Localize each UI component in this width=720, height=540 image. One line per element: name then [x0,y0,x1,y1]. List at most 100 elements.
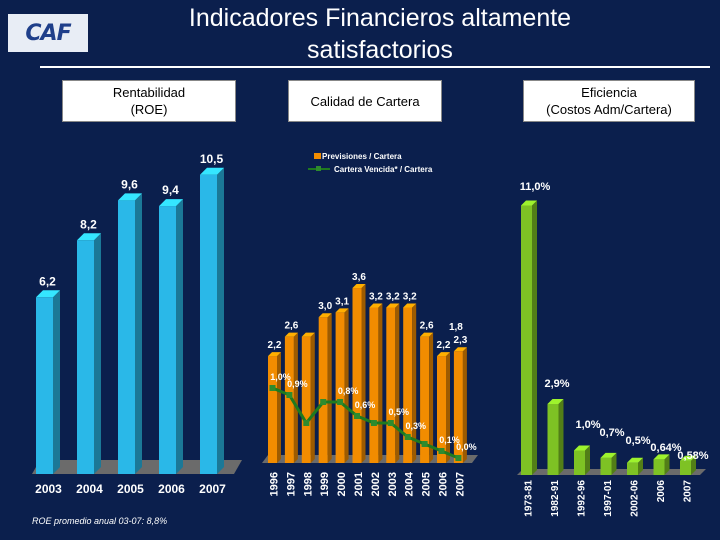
eficiencia-x-tick-2007: 2007 [683,480,694,503]
cartera-bar-1998-top [301,332,315,337]
caf-logo: CAF [8,14,88,52]
eficiencia-label-line-2: (Costos Adm/Cartera) [546,102,672,117]
cartera-bar-1998-side [310,332,315,463]
title-divider [40,66,710,68]
roe-x-tick-2004: 2004 [76,482,103,496]
cartera-x-tick-2001: 2001 [353,472,365,496]
eficiencia-bar-1973-81-side [532,200,537,475]
roe-bar-2003-side [53,290,60,474]
cartera-bar-1999-top [318,313,332,318]
cartera-line-point-2003 [387,420,394,426]
cartera-line-point-2001 [354,413,360,419]
cartera-bar-1997-side [293,332,298,463]
eficiencia-x-tick-1992-96: 1992-96 [577,480,588,517]
cartera-bar-2003-side [395,303,400,463]
cartera-extra-label: 1,8 [449,322,463,333]
eficiencia-x-tick-1973-81: 1973-81 [524,480,535,517]
cartera-bar-1997 [284,336,294,463]
legend-swatch-previsiones [314,153,321,159]
eficiencia-bar-2006-side [664,454,670,475]
cartera-x-tick-2000: 2000 [336,472,348,496]
roe-value-label-2006: 9,4 [162,183,179,197]
roe-value-label-2004: 8,2 [80,217,97,231]
roe-bar-2007 [200,174,217,474]
roe-value-label-2005: 9,6 [121,177,138,191]
legend-label-vencida: Cartera Vencida* / Cartera [334,165,433,174]
cartera-bar-label-2002: 3,2 [369,291,383,302]
eficiencia-x-tick-2002-06: 2002-06 [630,480,641,517]
eficiencia-bar-2007-side [691,455,696,475]
cartera-bar-1996-top [268,352,281,357]
roe-value-label-2007: 10,5 [200,152,224,166]
cartera-bar-2003 [386,307,396,463]
cartera-line-point-2002 [370,420,377,426]
eficiencia-bar-2002-06-top [627,457,643,463]
roe-label-box: Rentabilidad (ROE) [62,80,236,122]
eficiencia-value-label-2006: 0,64% [650,442,681,454]
eficiencia-bar-2006-top [653,454,670,460]
legend-label-previsiones: Previsiones / Cartera [322,152,402,161]
cartera-bar-2001-top [352,284,366,289]
cartera-bar-1999 [318,317,328,463]
cartera-bar-2000-top [335,308,349,313]
eficiencia-bar-2002-06-side [638,457,643,475]
cartera-x-tick-2003: 2003 [387,472,399,496]
cartera-bar-2007-top [453,347,467,352]
cartera-bar-label-2006: 2,2 [437,340,451,351]
roe-bar-2004 [77,240,94,474]
eficiencia-bar-1997-01 [600,457,612,475]
roe-bar-2006-side [176,199,183,474]
cartera-bar-label-1999: 3,0 [318,301,332,312]
cartera-bar-2007 [453,351,463,463]
roe-bar-2005-top [118,193,142,201]
cartera-bar-2000 [335,312,345,463]
cartera-bar-2006-top [437,352,450,357]
cartera-line-label-2000: 0,8% [338,386,359,396]
eficiencia-value-label-2007: 0,58% [677,450,708,462]
eficiencia-label-box: Eficiencia (Costos Adm/Cartera) [523,80,695,122]
eficiencia-value-label-1992-96: 1,0% [575,419,600,431]
cartera-bar-label-2001: 3,6 [352,272,366,283]
roe-bar-2006-top [159,199,183,207]
cartera-label: Calidad de Cartera [310,93,420,109]
cartera-bar-2001-side [361,284,366,463]
eficiencia-bar-1992-96-top [574,445,590,451]
cartera-bar-2000-side [344,308,349,463]
roe-bar-2004-top [77,233,101,241]
cartera-bar-2007-side [462,347,467,463]
roe-bar-2003-top [36,290,60,298]
cartera-bar-2005-side [429,332,434,463]
roe-label-line-1: Rentabilidad [112,85,186,100]
cartera-bar-label-2005: 2,6 [420,321,434,332]
cartera-bar-label-2003: 3,2 [386,291,400,302]
cartera-line-point-2005 [421,441,428,447]
roe-bar-2004-side [94,233,101,474]
cartera-bar-label-1997: 2,6 [284,321,298,332]
cartera-x-tick-2004: 2004 [404,471,416,496]
eficiencia-bar-2002-06 [627,462,638,475]
roe-bar-2007-side [217,167,224,474]
cartera-bar-2002-top [369,303,383,308]
eficiencia-bar-1997-01-side [611,452,617,475]
eficiencia-bar-1992-96 [574,450,585,475]
cartera-label-box: Calidad de Cartera [288,80,442,122]
eficiencia-bar-2007-top [680,455,696,461]
cartera-line-label-2004: 0,3% [405,421,426,431]
cartera-line-label-2007: 0,0% [456,442,477,452]
roe-footnote: ROE promedio anual 03-07: 8,8% [32,516,168,526]
roe-bar-2003 [36,297,53,474]
eficiencia-value-label-2002-06: 0,5% [625,435,650,447]
eficiencia-value-label-1973-81: 11,0% [520,181,551,193]
eficiencia-label-line-1: Eficiencia [581,85,637,100]
eficiencia-x-tick-1982-91: 1982-91 [550,480,561,517]
cartera-bar-2006 [437,356,446,463]
cartera-bar-2004-top [403,303,417,308]
cartera-bar-1998 [301,336,311,463]
cartera-line-point-2006 [438,448,445,454]
eficiencia-value-label-1997-01: 0,7% [599,427,624,439]
cartera-bar-label-2000: 3,1 [335,296,349,307]
cartera-bar-label-2004: 3,2 [403,291,417,302]
eficiencia-value-label-1982-91: 2,9% [544,378,569,390]
eficiencia-bar-1992-96-side [585,445,590,475]
